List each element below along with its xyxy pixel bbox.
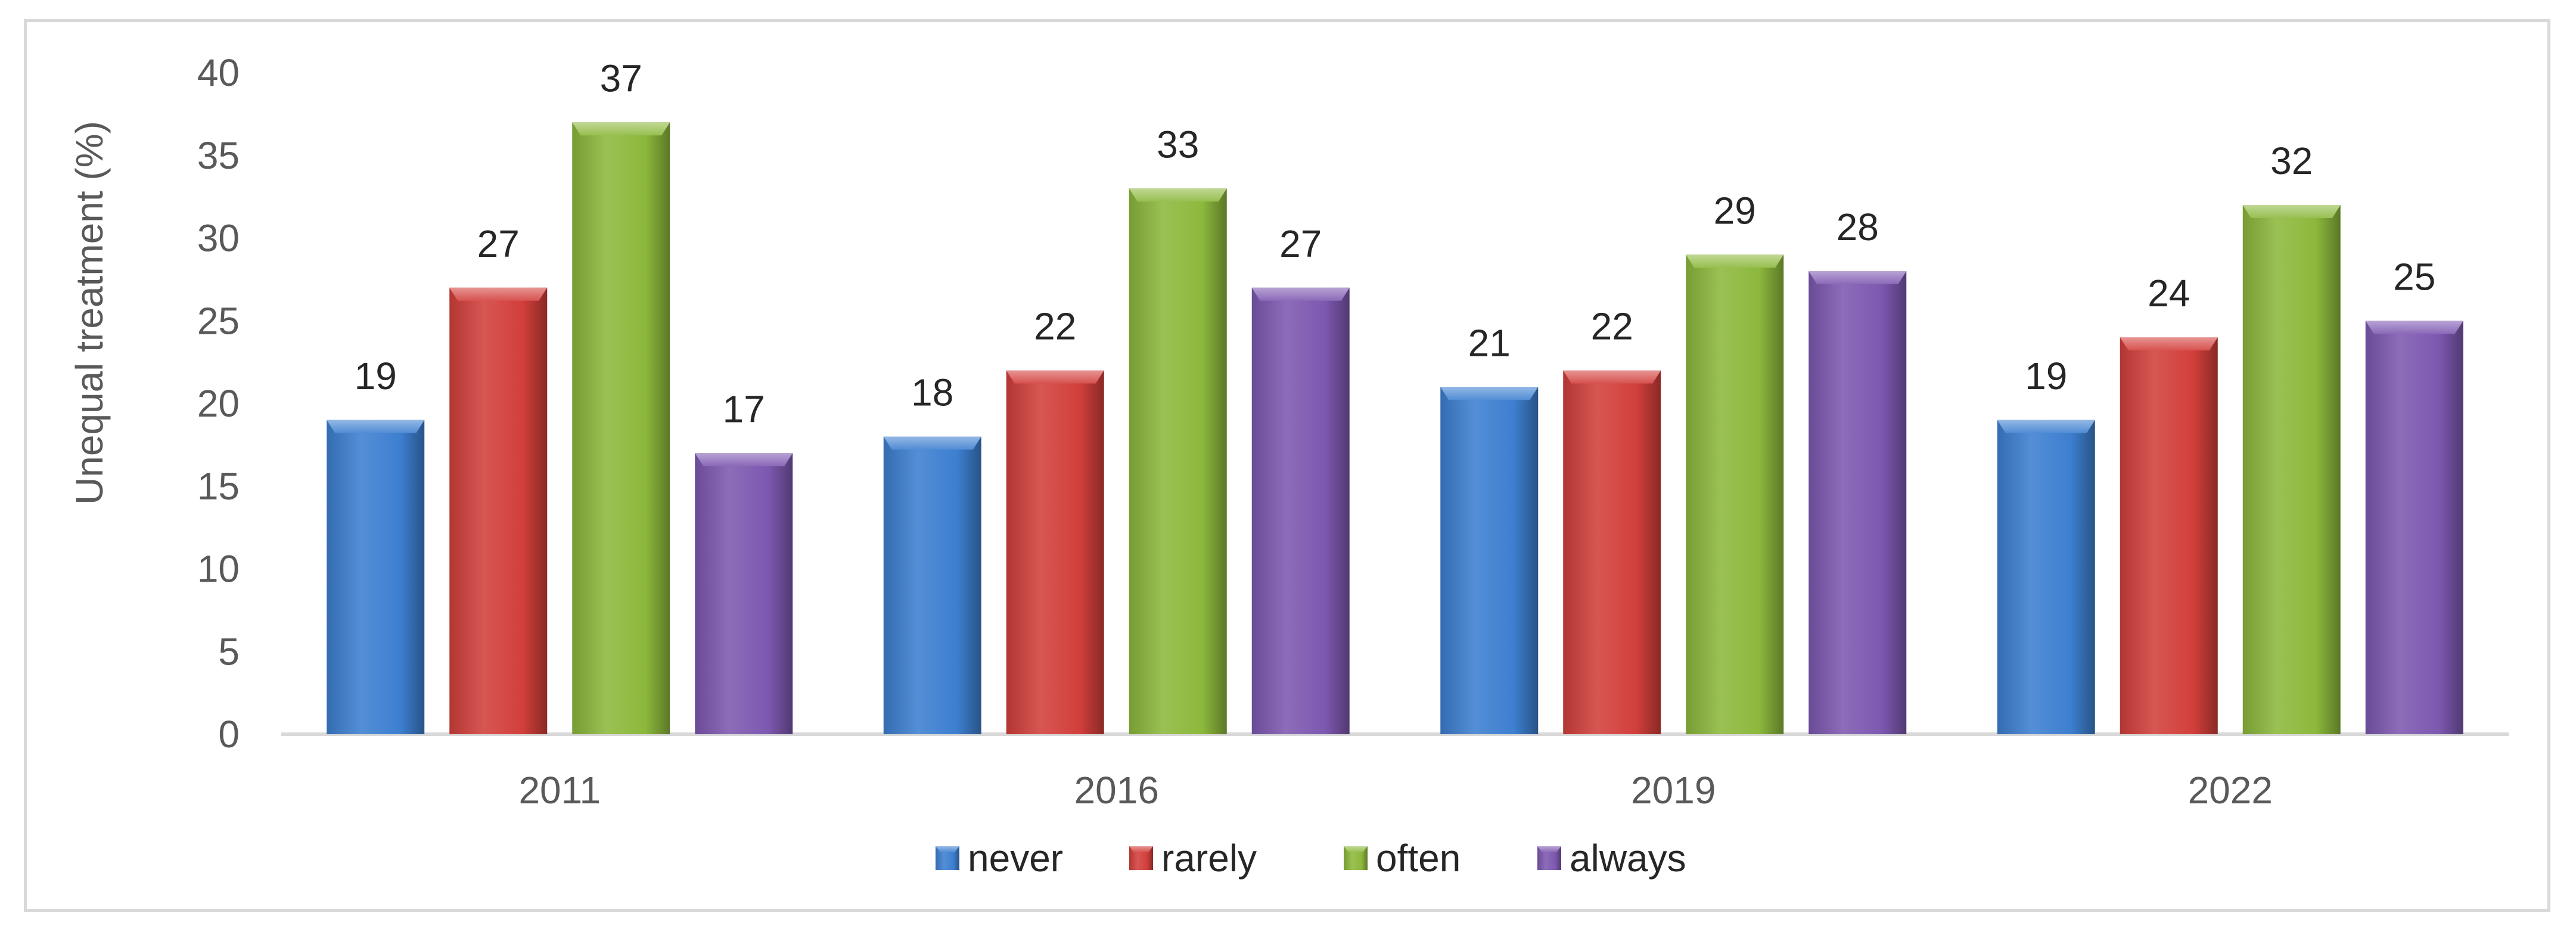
legend-item-never: never	[936, 837, 1063, 880]
bar-body	[1440, 387, 1539, 734]
bar-bevel	[883, 436, 981, 450]
y-tick-label: 35	[197, 134, 240, 177]
bar-body	[1997, 420, 2095, 734]
y-tick-label: 5	[218, 630, 240, 673]
bar-always-2019	[1809, 271, 1907, 734]
data-label: 25	[2393, 255, 2435, 298]
bar-bevel	[1563, 370, 1661, 384]
bar-body	[2242, 205, 2341, 734]
data-label: 19	[2025, 355, 2067, 398]
bar-never-2022	[1997, 420, 2095, 734]
bar-body	[695, 453, 793, 734]
bar-rarely-2022	[2120, 337, 2218, 734]
bar-bevel	[2242, 205, 2341, 218]
legend-label: rarely	[1161, 837, 1257, 880]
bar-body	[1686, 254, 1784, 734]
legend-item-rarely: rarely	[1129, 837, 1257, 880]
bar-body	[1563, 370, 1661, 734]
bar-bevel	[327, 420, 425, 433]
bar-never-2011	[327, 420, 425, 734]
bar-body	[2120, 337, 2218, 734]
bar-bevel	[1809, 271, 1907, 284]
bar-bevel	[572, 122, 670, 136]
bar-rarely-2011	[449, 287, 548, 734]
bar-always-2016	[1251, 287, 1350, 734]
bars	[327, 122, 2463, 734]
data-label: 27	[477, 222, 520, 265]
bar-body	[572, 122, 670, 734]
data-label: 29	[1714, 189, 1756, 232]
legend-label: always	[1570, 837, 1686, 880]
bar-body	[1809, 271, 1907, 734]
legend-swatch-bevel	[1537, 846, 1561, 852]
y-tick-label: 25	[197, 299, 240, 342]
y-axis: 0 5 10 15 20 25 30 35 40	[197, 51, 240, 756]
data-labels: 19 27 37 17 18 22 33 27 21 22 29 28 19 24 32 25	[355, 57, 2436, 430]
bar-often-2022	[2242, 205, 2341, 734]
x-tick-label: 2011	[518, 769, 601, 812]
legend-label: never	[968, 837, 1063, 880]
data-label: 22	[1034, 305, 1076, 348]
legend-item-often: often	[1344, 837, 1461, 880]
bar-never-2019	[1440, 387, 1539, 734]
data-label: 27	[1279, 222, 1322, 265]
bar-bevel	[1686, 254, 1784, 268]
legend-item-always: always	[1537, 837, 1686, 880]
y-tick-label: 10	[197, 548, 240, 591]
x-tick-label: 2019	[1631, 769, 1716, 812]
bar-often-2011	[572, 122, 670, 734]
bar-often-2019	[1686, 254, 1784, 734]
y-tick-label: 15	[197, 465, 240, 508]
bar-often-2016	[1129, 188, 1227, 734]
y-tick-label: 40	[197, 51, 240, 94]
bar-body	[449, 287, 548, 734]
y-tick-label: 0	[218, 713, 240, 756]
bar-bevel	[695, 453, 793, 467]
bar-body	[2365, 321, 2463, 734]
data-label: 24	[2148, 272, 2190, 315]
bar-bevel	[1440, 387, 1539, 400]
data-label: 32	[2270, 139, 2313, 182]
bar-body	[1251, 287, 1350, 734]
data-label: 19	[355, 355, 397, 398]
bar-bevel	[2365, 321, 2463, 334]
bar-always-2011	[695, 453, 793, 734]
bar-body	[883, 436, 981, 734]
bar-body	[1006, 370, 1104, 734]
legend: never rarely often always	[936, 837, 1686, 880]
data-label: 22	[1591, 305, 1633, 348]
legend-swatch-bevel	[936, 846, 959, 852]
data-label: 37	[600, 57, 642, 100]
data-label: 18	[911, 371, 953, 414]
data-label: 33	[1157, 123, 1199, 166]
x-axis: 2011 2016 2019 2022	[281, 732, 2509, 812]
bar-body	[327, 420, 425, 734]
bar-never-2016	[883, 436, 981, 734]
legend-swatch-bevel	[1344, 846, 1368, 852]
bar-bevel	[1251, 287, 1350, 301]
bar-body	[1129, 188, 1227, 734]
data-label: 28	[1837, 206, 1879, 249]
x-tick-label: 2022	[2188, 769, 2273, 812]
bar-bevel	[449, 287, 548, 301]
bar-always-2022	[2365, 321, 2463, 734]
y-tick-label: 30	[197, 217, 240, 260]
bar-rarely-2019	[1563, 370, 1661, 734]
bar-bevel	[1006, 370, 1104, 384]
legend-swatch-bevel	[1129, 846, 1153, 852]
bar-bevel	[2120, 337, 2218, 350]
bar-bevel	[1997, 420, 2095, 433]
bar-rarely-2016	[1006, 370, 1104, 734]
data-label: 17	[723, 387, 765, 430]
x-tick-label: 2016	[1074, 769, 1159, 812]
y-tick-label: 20	[197, 382, 240, 425]
bar-bevel	[1129, 188, 1227, 202]
legend-label: often	[1376, 837, 1461, 880]
y-axis-title: Unequal treatment (%)	[68, 121, 111, 505]
data-label: 21	[1468, 321, 1511, 364]
